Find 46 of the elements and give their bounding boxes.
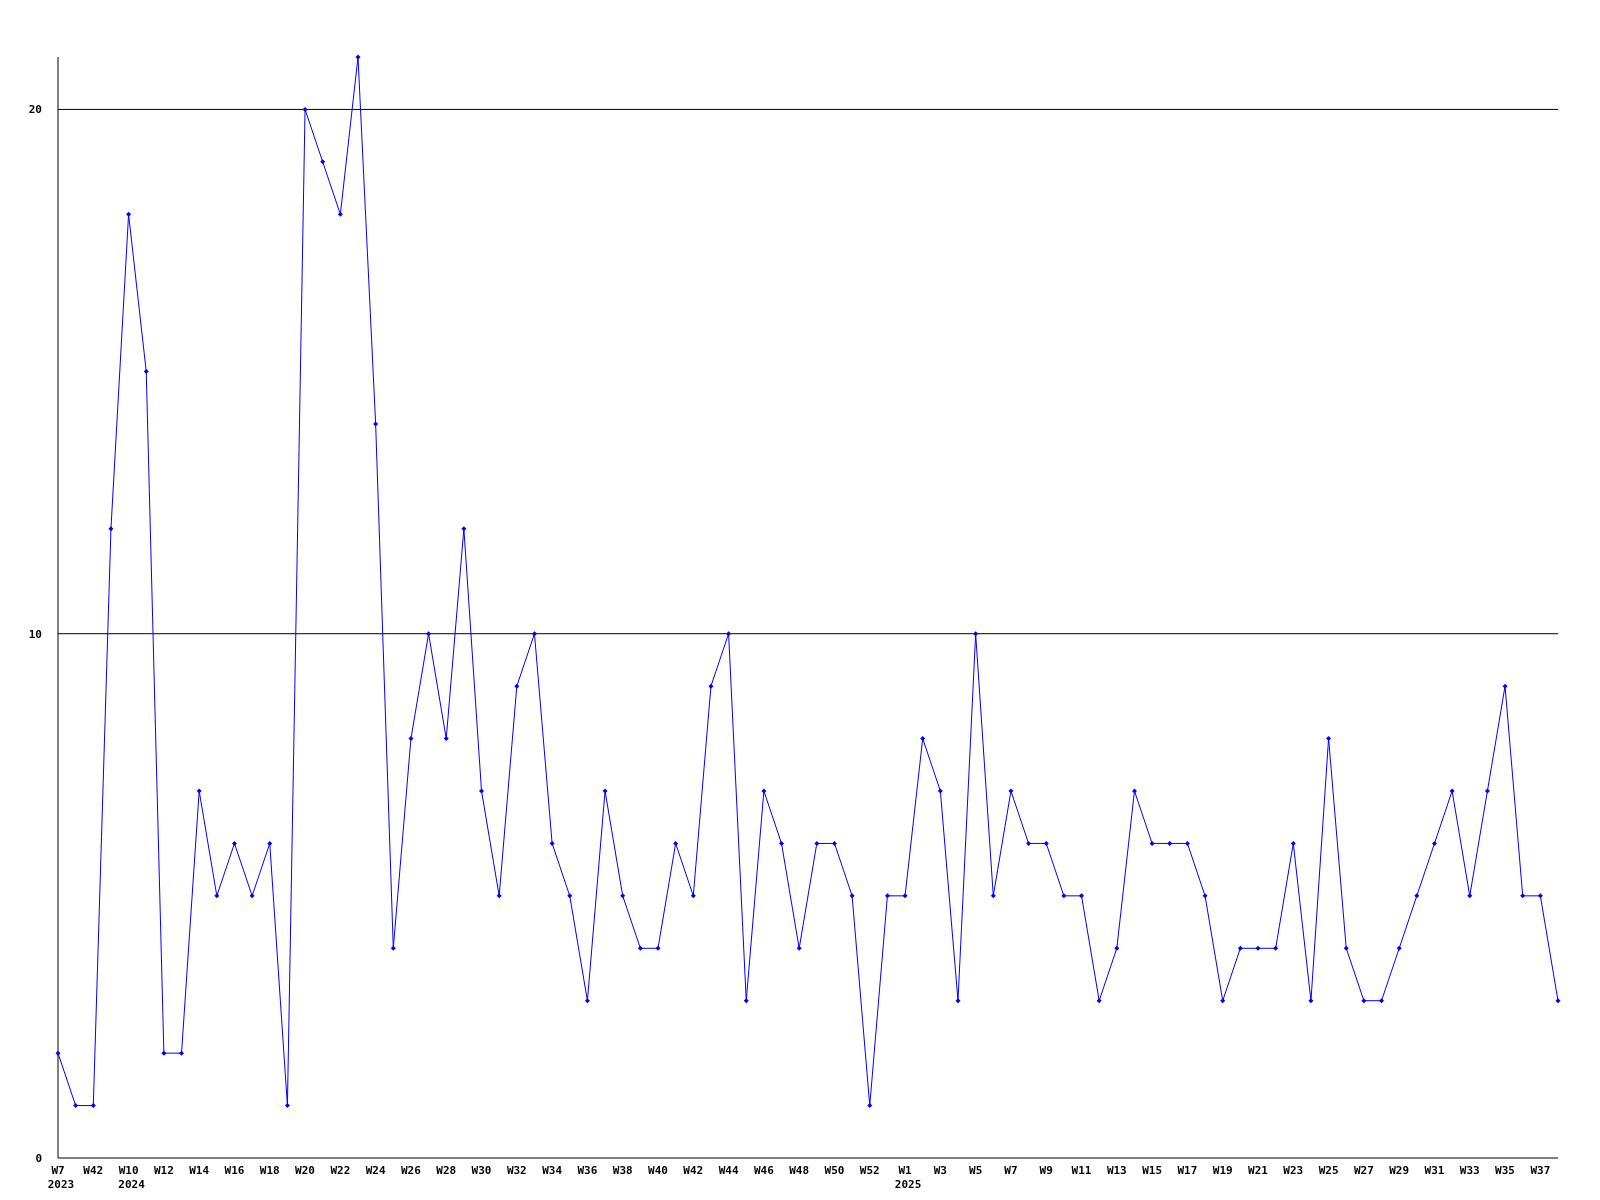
- x-tick-label: W15: [1142, 1164, 1163, 1177]
- y-tick-label: 0: [35, 1151, 42, 1165]
- x-tick-label: W29: [1389, 1164, 1410, 1177]
- y-tick-label: 20: [28, 103, 42, 117]
- x-tick-label: W27: [1353, 1164, 1374, 1177]
- x-tick-label: W14: [189, 1164, 210, 1177]
- x-tick-label: W33: [1459, 1164, 1480, 1177]
- x-tick-label: W44: [718, 1164, 739, 1177]
- x-tick-label: W42: [83, 1164, 104, 1177]
- x-tick-label: W22: [330, 1164, 351, 1177]
- x-tick-label: W13: [1106, 1164, 1127, 1177]
- x-tick-label: W48: [789, 1164, 810, 1177]
- x-tick-label: W23: [1283, 1164, 1304, 1177]
- x-tick-label: W5: [969, 1164, 983, 1177]
- x-tick-label: W28: [436, 1164, 457, 1177]
- y-tick-label: 10: [28, 627, 42, 641]
- x-tick-label: W11: [1071, 1164, 1092, 1177]
- x-tick-label: W7: [1004, 1164, 1018, 1177]
- x-tick-label: W30: [471, 1164, 492, 1177]
- x-tick-label: W46: [753, 1164, 775, 1177]
- x-tick-label: W16: [224, 1164, 245, 1177]
- x-tick-label: W31: [1424, 1164, 1445, 1177]
- x-tick-label: W3: [933, 1164, 947, 1177]
- x-tick-label: W20: [295, 1164, 315, 1177]
- x-tick-label: W24: [365, 1164, 386, 1177]
- x-tick-label: W35: [1495, 1164, 1515, 1177]
- x-tick-label: W1 2025: [894, 1164, 922, 1191]
- x-tick-label: W42: [683, 1164, 704, 1177]
- x-tick-label: W37: [1530, 1164, 1551, 1177]
- x-tick-label: W36: [577, 1164, 598, 1177]
- x-tick-label: W25: [1318, 1164, 1339, 1177]
- x-tick-label: W7 2023: [47, 1164, 75, 1191]
- x-tick-label: W9: [1039, 1164, 1053, 1177]
- x-tick-label: W17: [1177, 1164, 1198, 1177]
- x-tick-label: W38: [612, 1164, 633, 1177]
- x-tick-label: W10 2024: [118, 1164, 146, 1191]
- x-tick-label: W26: [401, 1164, 422, 1177]
- x-tick-label: W50: [824, 1164, 845, 1177]
- x-tick-label: W34: [542, 1164, 563, 1177]
- x-tick-label: W12: [153, 1164, 174, 1177]
- x-tick-label: W21: [1248, 1164, 1269, 1177]
- x-tick-label: W52: [859, 1164, 880, 1177]
- x-tick-label: W40: [648, 1164, 668, 1177]
- x-tick-label: W19: [1212, 1164, 1233, 1177]
- x-tick-label: W32: [506, 1164, 527, 1177]
- x-tick-label: W18: [259, 1164, 280, 1177]
